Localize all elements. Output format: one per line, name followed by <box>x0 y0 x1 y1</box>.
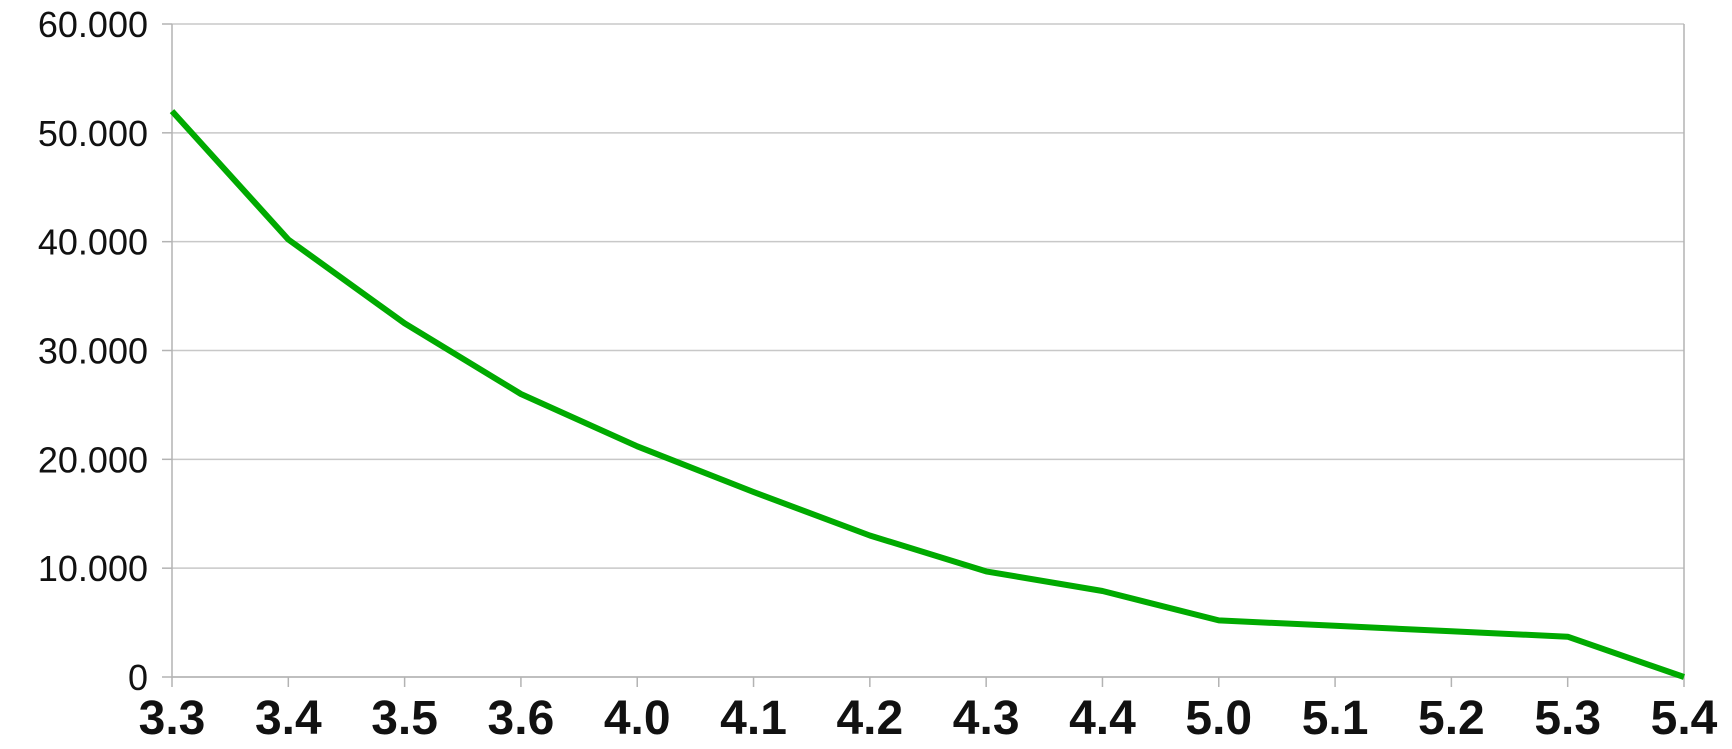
series-layer <box>169 108 1687 680</box>
data-point <box>751 489 757 495</box>
series-line-0 <box>169 109 1685 680</box>
x-tick-label: 5.4 <box>1651 692 1718 745</box>
data-point <box>1332 623 1338 629</box>
x-tick-label: 3.5 <box>371 692 438 745</box>
data-point <box>1681 674 1687 680</box>
x-tick-label: 5.0 <box>1185 692 1252 745</box>
y-tick-label: 30.000 <box>38 331 148 372</box>
data-point <box>1565 634 1571 640</box>
x-tick-label: 5.1 <box>1302 692 1369 745</box>
x-tick-label: 4.0 <box>604 692 671 745</box>
y-tick-label: 0 <box>128 657 148 698</box>
y-tick-label: 40.000 <box>38 222 148 263</box>
y-axis-tick-labels: 0 10.000 20.000 30.000 40.000 50.000 60.000 <box>38 4 148 698</box>
x-tick-label: 4.2 <box>836 692 903 745</box>
x-axis-tick-labels: 3.3 3.4 3.5 3.6 4.0 4.1 4.2 4.3 4.4 5.0 5.1 5.2 5.3 5… <box>139 692 1718 745</box>
x-tick-label: 4.4 <box>1069 692 1136 745</box>
data-point <box>983 568 989 574</box>
data-point <box>1448 628 1454 634</box>
data-point <box>402 320 408 326</box>
y-tick-label: 50.000 <box>38 113 148 154</box>
data-point <box>169 108 175 114</box>
gridlines <box>172 23 1684 678</box>
data-point <box>867 533 873 539</box>
x-tick-label: 3.6 <box>488 692 555 745</box>
axes <box>162 23 1685 687</box>
x-tick-label: 4.1 <box>720 692 787 745</box>
data-point <box>1099 588 1105 594</box>
data-point <box>518 391 524 397</box>
x-tick-label: 5.3 <box>1534 692 1601 745</box>
x-tick-label: 5.2 <box>1418 692 1485 745</box>
y-tick-label: 60.000 <box>38 4 148 45</box>
x-tick-label: 4.3 <box>953 692 1020 745</box>
y-tick-label: 10.000 <box>38 548 148 589</box>
data-point <box>1216 617 1222 623</box>
x-tick-label: 3.3 <box>139 692 206 745</box>
y-tick-label: 20.000 <box>38 439 148 480</box>
data-point <box>634 443 640 449</box>
x-tick-label: 3.4 <box>255 692 322 745</box>
data-point <box>285 236 291 242</box>
